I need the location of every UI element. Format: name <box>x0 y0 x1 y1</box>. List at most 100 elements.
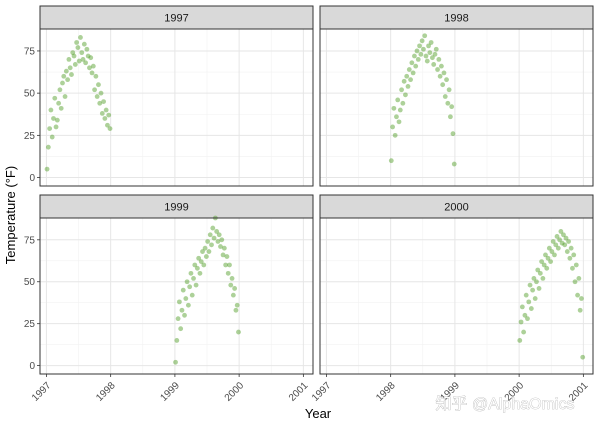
y-tick-label: 0 <box>29 173 35 184</box>
data-point <box>97 100 103 106</box>
data-point <box>201 262 207 268</box>
data-point <box>96 82 101 88</box>
data-point <box>94 94 100 99</box>
data-point <box>417 43 422 49</box>
data-point <box>236 329 241 335</box>
data-point <box>419 38 425 44</box>
data-point <box>105 122 110 128</box>
data-point <box>391 105 397 111</box>
data-point <box>553 242 559 248</box>
facet-strip-label: 2000 <box>444 202 468 214</box>
y-tick-label: 75 <box>24 235 36 246</box>
data-point <box>188 270 194 276</box>
data-point <box>534 279 539 285</box>
data-point <box>528 306 534 311</box>
data-point <box>230 292 236 298</box>
data-point <box>557 237 562 243</box>
data-point <box>436 56 442 62</box>
data-point <box>554 234 560 239</box>
data-point <box>540 275 546 281</box>
data-point <box>428 40 434 45</box>
data-point <box>174 338 180 343</box>
data-point <box>544 265 550 271</box>
data-point <box>72 62 78 67</box>
y-tick-label: 75 <box>24 46 36 57</box>
data-point <box>421 46 426 52</box>
data-point <box>530 287 536 293</box>
data-point <box>543 252 548 258</box>
data-point <box>52 95 58 101</box>
data-point <box>564 249 570 254</box>
data-point <box>388 158 394 164</box>
y-tick-label: 50 <box>24 89 36 100</box>
data-point <box>202 245 208 251</box>
data-point <box>549 249 555 254</box>
data-point <box>58 105 64 111</box>
x-axis-title: Year <box>305 406 332 421</box>
data-point <box>53 124 59 130</box>
facet-strip-label: 1997 <box>164 13 188 25</box>
data-point <box>575 292 580 298</box>
data-point <box>210 225 216 231</box>
data-point <box>412 53 417 59</box>
data-point <box>218 244 223 249</box>
panel-background <box>320 218 593 374</box>
data-point <box>546 245 552 251</box>
data-point <box>229 275 235 281</box>
data-point <box>518 319 524 325</box>
panel-background <box>40 29 313 186</box>
data-point <box>234 302 240 308</box>
data-point <box>397 107 403 113</box>
data-point <box>179 307 185 313</box>
data-point <box>219 237 225 243</box>
data-point <box>408 77 413 83</box>
data-point <box>526 299 532 305</box>
data-point <box>440 82 446 88</box>
data-point <box>187 284 193 290</box>
data-point <box>107 126 113 132</box>
data-point <box>184 279 190 285</box>
data-point <box>532 296 538 301</box>
data-point <box>550 239 556 244</box>
data-point <box>422 33 428 39</box>
data-point <box>567 255 573 261</box>
data-point <box>185 302 191 308</box>
data-point <box>205 239 211 244</box>
data-point <box>182 312 187 318</box>
data-point <box>433 46 439 52</box>
data-point <box>193 282 199 288</box>
data-point <box>88 55 94 61</box>
data-point <box>76 58 82 64</box>
data-point <box>437 73 443 79</box>
data-point <box>173 359 178 365</box>
data-point <box>527 282 533 288</box>
data-point <box>449 104 455 110</box>
data-point <box>197 270 203 276</box>
data-point <box>561 232 566 238</box>
data-point <box>183 296 189 301</box>
data-point <box>63 68 69 74</box>
data-point <box>102 116 108 121</box>
data-point <box>406 67 412 72</box>
data-point <box>103 107 109 113</box>
data-point <box>395 97 401 103</box>
data-point <box>409 60 415 66</box>
data-point <box>198 259 204 265</box>
data-point <box>92 87 97 93</box>
data-point <box>85 53 91 59</box>
data-point <box>435 67 440 72</box>
panel-border <box>319 217 594 375</box>
data-point <box>189 292 195 298</box>
data-point <box>203 254 209 259</box>
data-point <box>233 307 239 313</box>
data-point <box>432 51 438 57</box>
data-point <box>451 161 457 167</box>
data-point <box>523 292 529 298</box>
data-point <box>228 282 234 288</box>
panel-border <box>319 28 594 187</box>
data-point <box>431 62 437 67</box>
watermark-text: 知乎 @AlphaOmics <box>436 395 575 413</box>
data-point <box>215 239 221 244</box>
data-point <box>394 114 399 120</box>
